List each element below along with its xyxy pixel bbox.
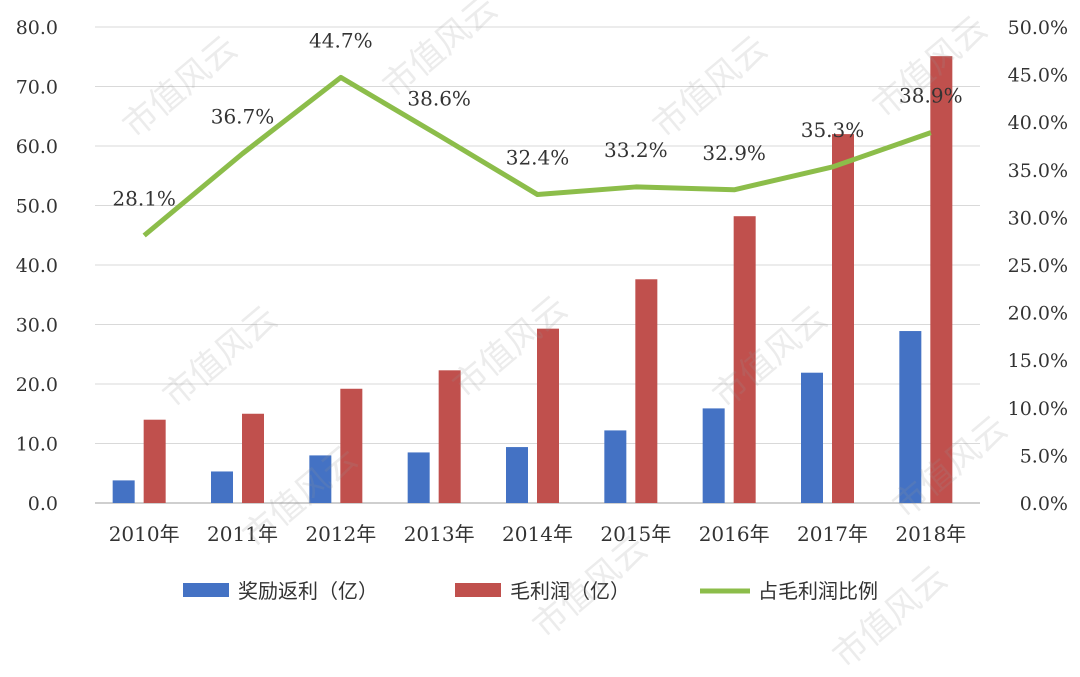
left-axis-tick-label: 20.0 xyxy=(16,374,58,396)
left-axis-tick-label: 50.0 xyxy=(16,196,58,218)
gross-profit-bar xyxy=(635,279,658,503)
combo-chart: 0.0 10.0 20.0 30.0 40.0 50.0 60.0 70.0 80.0 0.0% 5… xyxy=(16,17,1068,603)
gross-profit-bar xyxy=(733,216,756,503)
right-axis-tick-label: 30.0% xyxy=(1008,207,1068,229)
gross-profit-bar xyxy=(537,328,559,503)
chart-svg: 0.0 10.0 20.0 30.0 40.0 50.0 60.0 70.0 80.0 0.0% 5… xyxy=(16,17,1068,603)
ratio-data-label: 36.7% xyxy=(211,105,275,129)
rebate-bar xyxy=(309,455,332,503)
gross-profit-bar xyxy=(438,370,461,503)
rebate-bar xyxy=(407,452,430,503)
right-axis-tick-label: 10.0% xyxy=(1008,398,1068,420)
right-axis-tick-label: 50.0% xyxy=(1008,17,1068,39)
right-axis-tick-label: 45.0% xyxy=(1008,65,1068,87)
left-axis-tick-label: 30.0 xyxy=(16,315,58,337)
right-axis-tick-label: 40.0% xyxy=(1008,112,1068,134)
right-axis-tick-label: 35.0% xyxy=(1008,160,1068,182)
gross-profit-bar xyxy=(340,388,363,503)
gross-profit-bar xyxy=(832,134,854,503)
left-axis-tick-label: 10.0 xyxy=(16,434,58,456)
gross-profit-bar xyxy=(143,419,166,503)
rebate-bar xyxy=(506,447,528,503)
rebate-bar xyxy=(211,471,233,503)
ratio-data-label: 44.7% xyxy=(309,28,373,52)
x-axis-tick-label: 2016年 xyxy=(699,522,770,546)
rebate-bar xyxy=(801,372,823,503)
right-axis-tick-label: 5.0% xyxy=(1020,445,1068,467)
ratio-line xyxy=(142,74,932,238)
legend-rebate-label: 奖励返利（亿） xyxy=(238,579,378,603)
x-axis-tick-label: 2018年 xyxy=(895,522,966,546)
ratio-data-label: 38.9% xyxy=(899,84,963,108)
x-axis-tick-label: 2014年 xyxy=(502,522,573,546)
x-axis-tick-label: 2017年 xyxy=(797,522,868,546)
x-axis-tick-label: 2011年 xyxy=(207,522,278,546)
ratio-data-label: 32.9% xyxy=(702,141,766,165)
x-axis-tick-label: 2012年 xyxy=(305,522,376,546)
left-axis-tick-label: 40.0 xyxy=(16,255,58,277)
right-axis-tick-label: 15.0% xyxy=(1008,350,1068,372)
ratio-data-label: 38.6% xyxy=(407,87,471,111)
legend-gross-profit-swatch xyxy=(455,583,501,597)
legend-rebate-swatch xyxy=(183,583,229,597)
x-axis-tick-label: 2013年 xyxy=(404,522,475,546)
gross-profit-bar xyxy=(930,56,953,503)
ratio-data-label: 33.2% xyxy=(604,138,668,162)
left-axis-tick-label: 70.0 xyxy=(16,77,58,99)
left-axis-tick-label: 0.0 xyxy=(28,493,58,515)
right-axis-tick-label: 25.0% xyxy=(1008,255,1068,277)
rebate-bar xyxy=(899,331,922,503)
left-axis-tick-label: 60.0 xyxy=(16,136,58,158)
left-axis-tick-label: 80.0 xyxy=(16,17,58,39)
rebate-bar xyxy=(702,408,725,503)
rebate-bar xyxy=(604,430,627,503)
x-axis-tick-label: 2010年 xyxy=(109,522,180,546)
gross-profit-bar xyxy=(242,413,264,503)
ratio-data-label: 32.4% xyxy=(506,146,570,170)
rebate-bar xyxy=(112,480,135,503)
legend-gross-profit-label: 毛利润（亿） xyxy=(510,579,630,603)
ratio-data-label: 28.1% xyxy=(112,186,176,210)
ratio-data-label: 35.3% xyxy=(801,118,865,142)
x-axis-tick-label: 2015年 xyxy=(600,522,671,546)
right-axis-tick-label: 20.0% xyxy=(1008,303,1068,325)
legend-ratio-label: 占毛利润比例 xyxy=(758,579,878,603)
right-axis-tick-label: 0.0% xyxy=(1020,493,1068,515)
